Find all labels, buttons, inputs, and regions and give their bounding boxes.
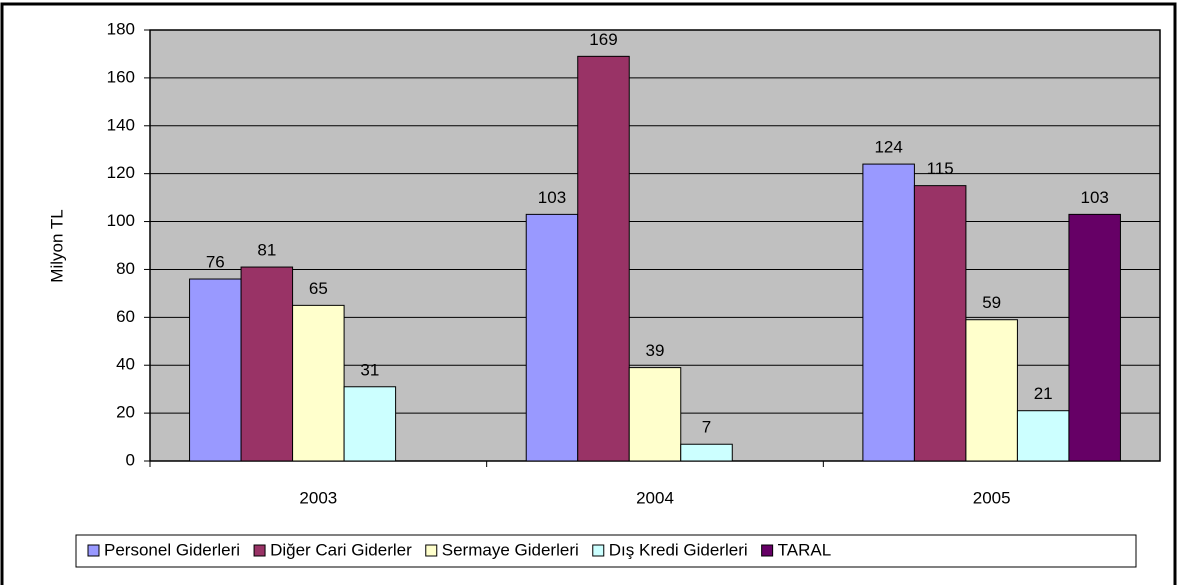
bar	[577, 55, 630, 462]
y-tick-label: 0	[126, 450, 135, 469]
x-tick-label: 2005	[973, 488, 1011, 507]
bar	[1068, 213, 1121, 462]
data-label: 76	[206, 253, 225, 272]
data-label: 39	[646, 341, 665, 360]
bar	[343, 386, 397, 462]
bar	[1016, 410, 1070, 462]
data-label: 21	[1034, 384, 1053, 403]
y-tick-label: 100	[107, 211, 135, 230]
bar	[913, 185, 967, 462]
legend-label: Dış Kredi Giderleri	[609, 540, 748, 559]
data-label: 115	[927, 159, 954, 178]
data-label: 81	[257, 241, 276, 260]
data-label: 31	[360, 360, 379, 379]
legend-label: Personel Giderleri	[104, 540, 240, 559]
legend-label: TARAL	[778, 540, 832, 559]
bar	[680, 443, 733, 462]
legend-swatch	[253, 544, 266, 557]
bar	[965, 319, 1018, 462]
bar	[292, 304, 345, 462]
bar	[525, 213, 579, 462]
data-label: 124	[874, 138, 902, 157]
bar	[862, 163, 915, 462]
x-tick-label: 2003	[299, 488, 337, 507]
data-label: 103	[1080, 188, 1108, 207]
y-tick-label: 40	[116, 355, 135, 374]
y-tick-label: 140	[107, 115, 135, 134]
data-label: 65	[309, 279, 328, 298]
legend-swatch	[761, 544, 774, 557]
data-label: 169	[589, 30, 617, 49]
data-label: 103	[538, 188, 566, 207]
data-label: 59	[982, 293, 1001, 312]
legend-swatch	[425, 544, 438, 557]
y-axis-label: Milyon TL	[47, 209, 66, 282]
bar	[189, 278, 242, 462]
legend-label: Diğer Cari Giderler	[270, 540, 412, 559]
y-tick-label: 80	[116, 259, 135, 278]
legend-swatch	[592, 544, 605, 557]
y-tick-label: 160	[107, 67, 135, 86]
bar	[628, 367, 682, 462]
bar	[240, 266, 294, 462]
data-label: 7	[702, 418, 711, 437]
legend-box	[75, 534, 1137, 568]
y-tick-label: 120	[107, 163, 135, 182]
x-tick-label: 2004	[636, 488, 674, 507]
legend-label: Sermaye Giderleri	[442, 540, 579, 559]
y-tick-label: 20	[116, 403, 135, 422]
legend-swatch	[87, 544, 100, 557]
y-tick-label: 180	[107, 19, 135, 38]
y-tick-label: 60	[116, 307, 135, 326]
